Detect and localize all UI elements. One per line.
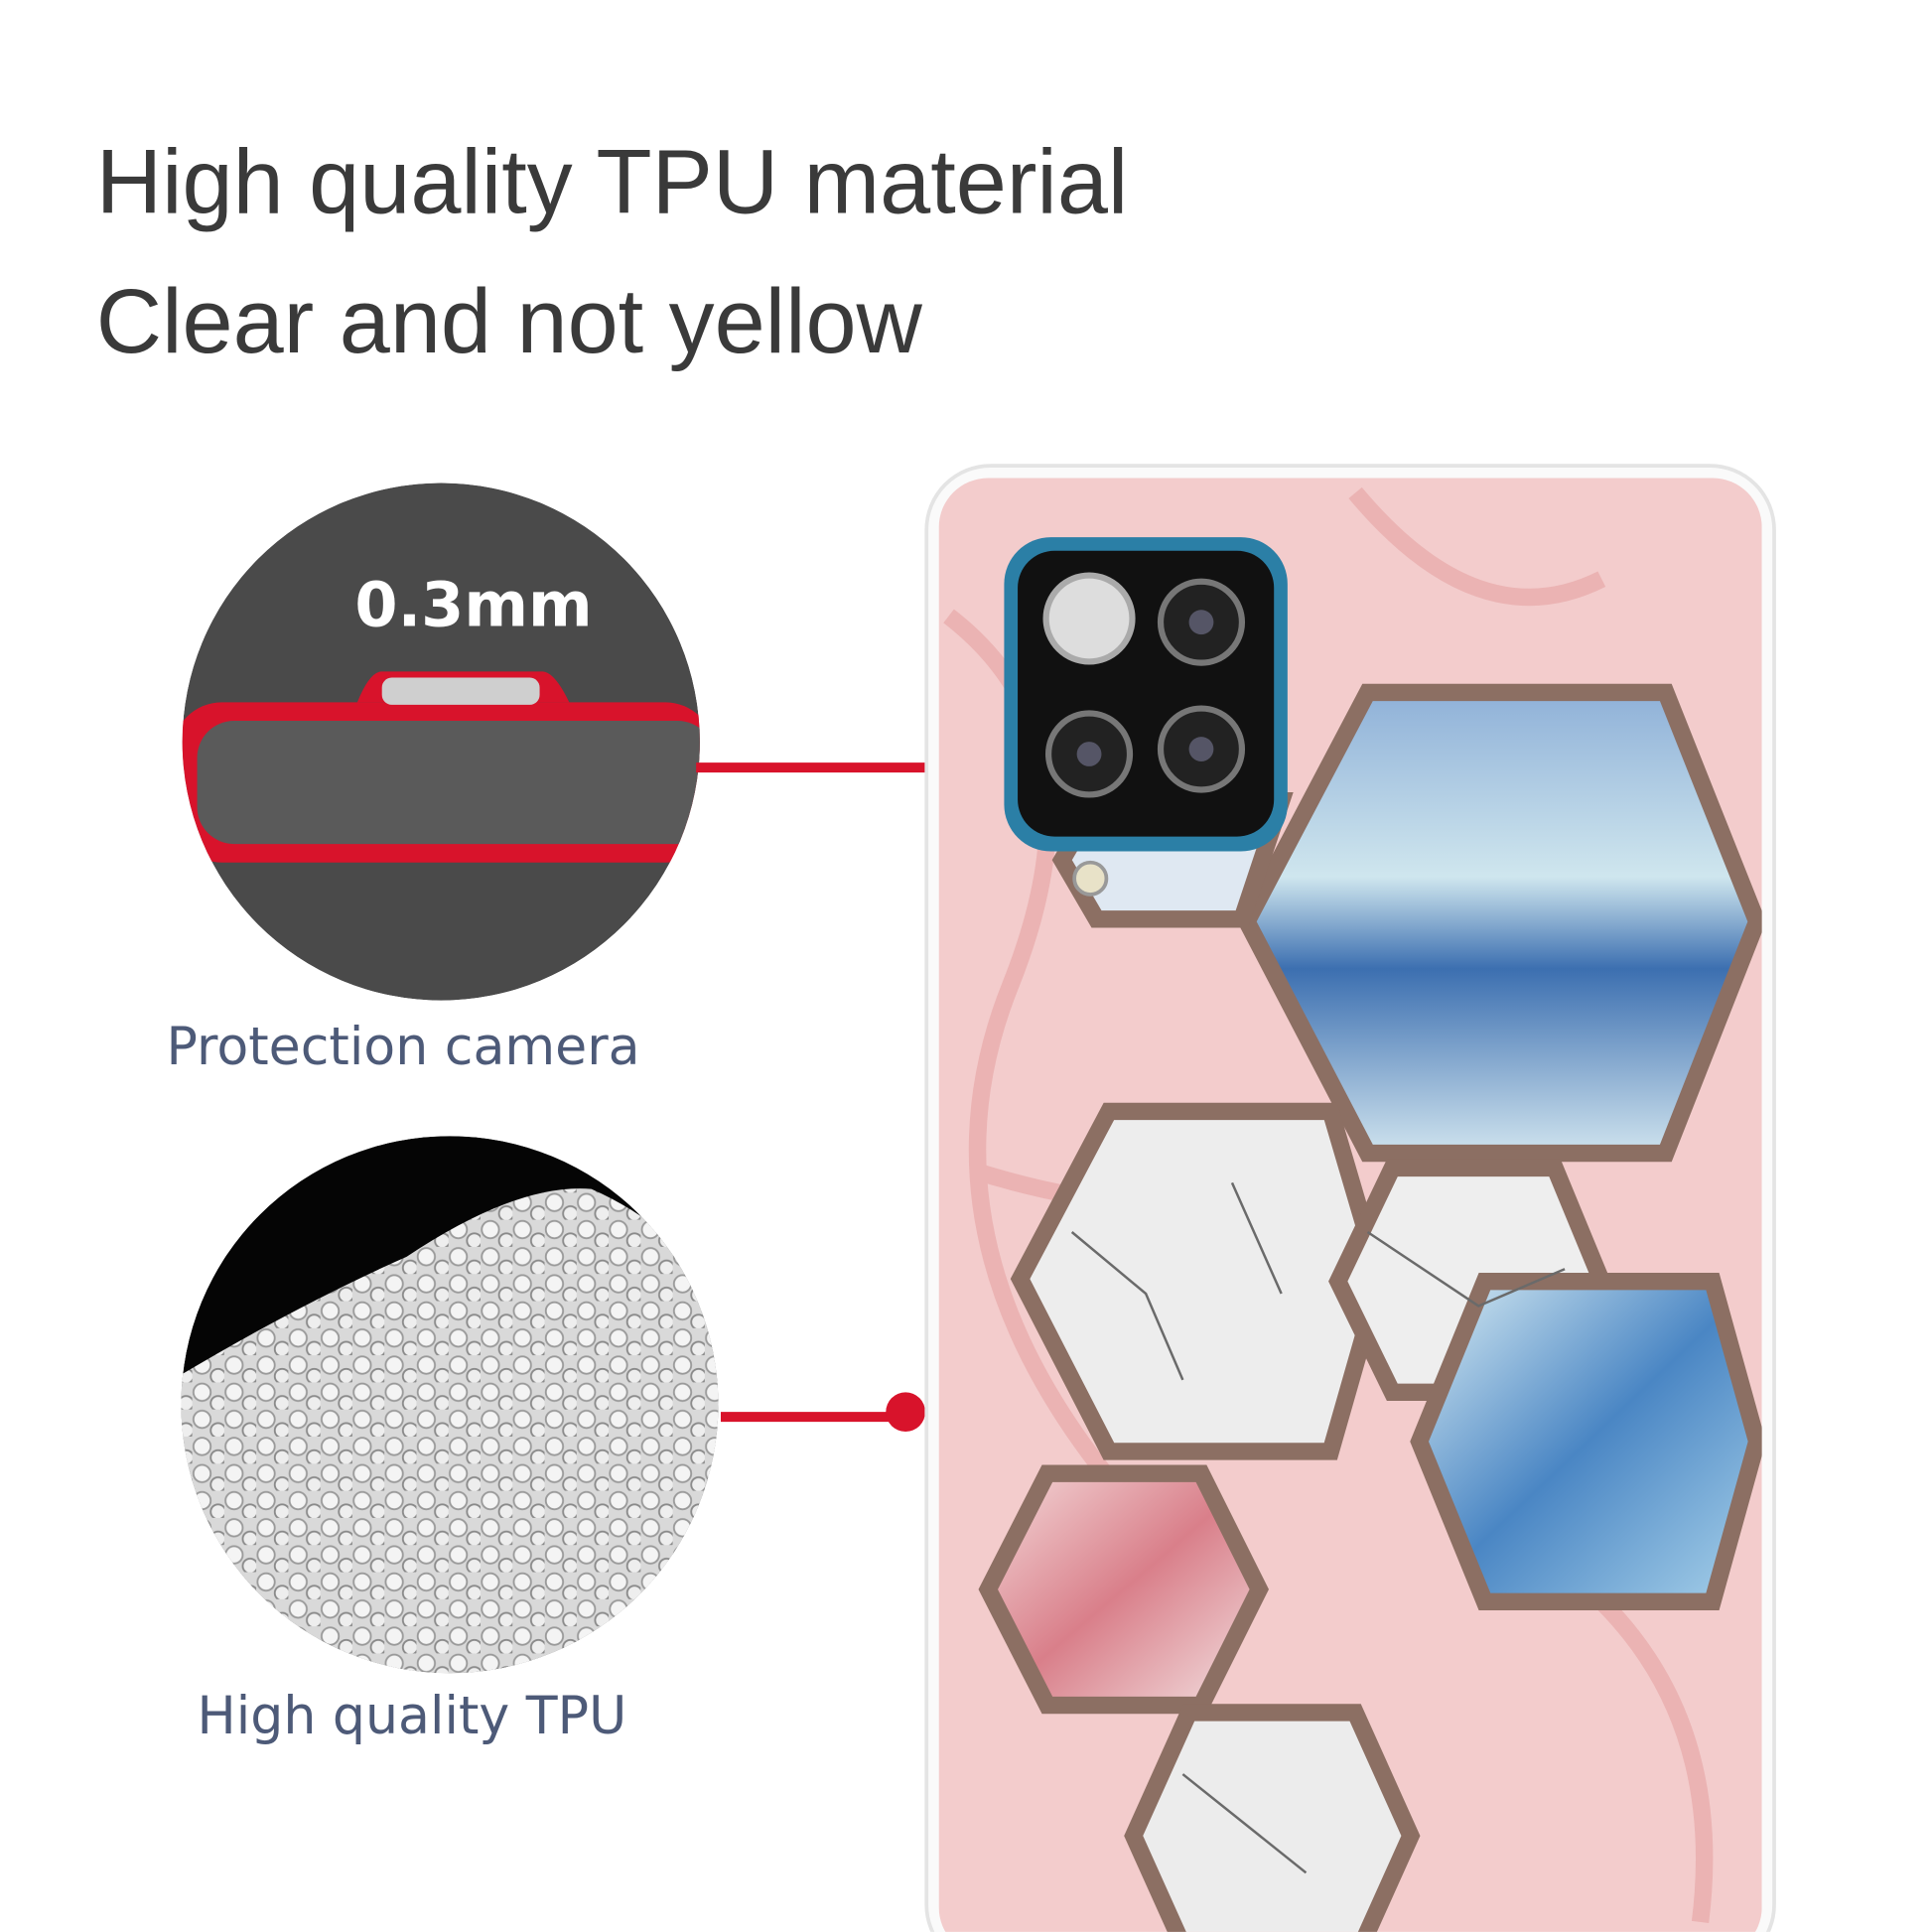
hex-white-3	[1124, 1704, 1421, 1932]
headline-line-2: Clear and not yellow	[95, 269, 922, 372]
caption-high-quality-tpu: High quality TPU	[197, 1685, 627, 1746]
phone-case	[924, 464, 1776, 1932]
thickness-label: 0.3mm	[354, 569, 593, 641]
hex-blue-small	[1410, 1272, 1762, 1610]
caption-protection-camera: Protection camera	[166, 1016, 640, 1077]
hex-blue-large	[1237, 683, 1762, 1163]
camera-protection-callout	[182, 483, 700, 1001]
tpu-granules-callout	[181, 1136, 719, 1674]
hex-pink	[978, 1464, 1270, 1715]
headline-line-1: High quality TPU material	[95, 130, 1129, 233]
hex-white-1	[1010, 1102, 1389, 1460]
flash-icon	[1072, 860, 1109, 897]
camera-module	[1004, 537, 1288, 897]
